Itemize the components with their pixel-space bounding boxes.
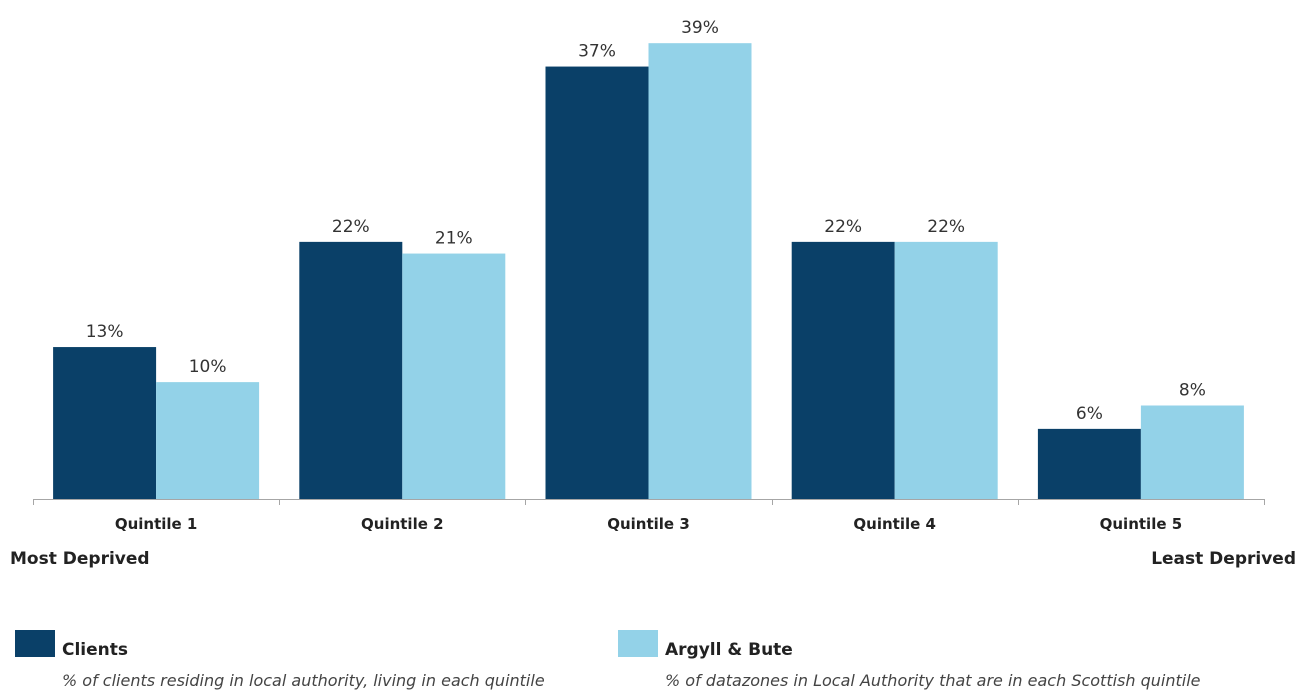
bar-clients-q3 <box>545 66 649 500</box>
bar-clients-q4 <box>791 241 895 500</box>
bar-argyll-bute-q2 <box>402 253 506 499</box>
legend-swatch-clients <box>15 630 55 657</box>
axis-end-label-least-deprived: Least Deprived <box>1151 549 1296 569</box>
bar-chart: 13% 10% Quintile 1 22% 21% Quintile 2 37% 39% Qu… <box>33 18 1265 533</box>
bar-argyll-bute-q4 <box>894 241 998 500</box>
bar-clients-q1 <box>53 347 157 499</box>
data-label-argyll-bute-q3: 39% <box>681 18 719 38</box>
x-tick-label-q4: Quintile 4 <box>853 515 936 533</box>
data-label-clients-q4: 22% <box>824 217 862 237</box>
data-label-clients-q1: 13% <box>86 322 124 342</box>
data-label-argyll-bute-q4: 22% <box>927 217 965 237</box>
bar-argyll-bute-q5 <box>1140 405 1244 499</box>
data-label-argyll-bute-q5: 8% <box>1179 380 1206 400</box>
axis-end-label-most-deprived: Most Deprived <box>10 549 150 569</box>
data-label-argyll-bute-q2: 21% <box>435 229 473 249</box>
x-tick-label-q1: Quintile 1 <box>115 515 198 533</box>
legend-swatch-argyll-bute <box>618 630 658 657</box>
bar-argyll-bute-q1 <box>156 382 260 499</box>
data-label-clients-q2: 22% <box>332 217 370 237</box>
data-label-clients-q3: 37% <box>578 42 616 62</box>
bar-clients-q2 <box>299 241 403 500</box>
bar-argyll-bute-q3 <box>648 43 752 499</box>
legend-title-clients: Clients <box>62 640 129 660</box>
x-tick-label-q2: Quintile 2 <box>361 515 444 533</box>
legend-title-argyll-bute: Argyll & Bute <box>665 640 793 660</box>
data-label-clients-q5: 6% <box>1076 404 1103 424</box>
legend-description-clients: % of clients residing in local authority… <box>62 671 545 690</box>
x-tick-label-q5: Quintile 5 <box>1100 515 1183 533</box>
data-label-argyll-bute-q1: 10% <box>189 357 227 377</box>
legend-description-argyll-bute: % of datazones in Local Authority that a… <box>665 671 1201 690</box>
bar-clients-q5 <box>1037 428 1141 499</box>
x-tick-label-q3: Quintile 3 <box>607 515 690 533</box>
